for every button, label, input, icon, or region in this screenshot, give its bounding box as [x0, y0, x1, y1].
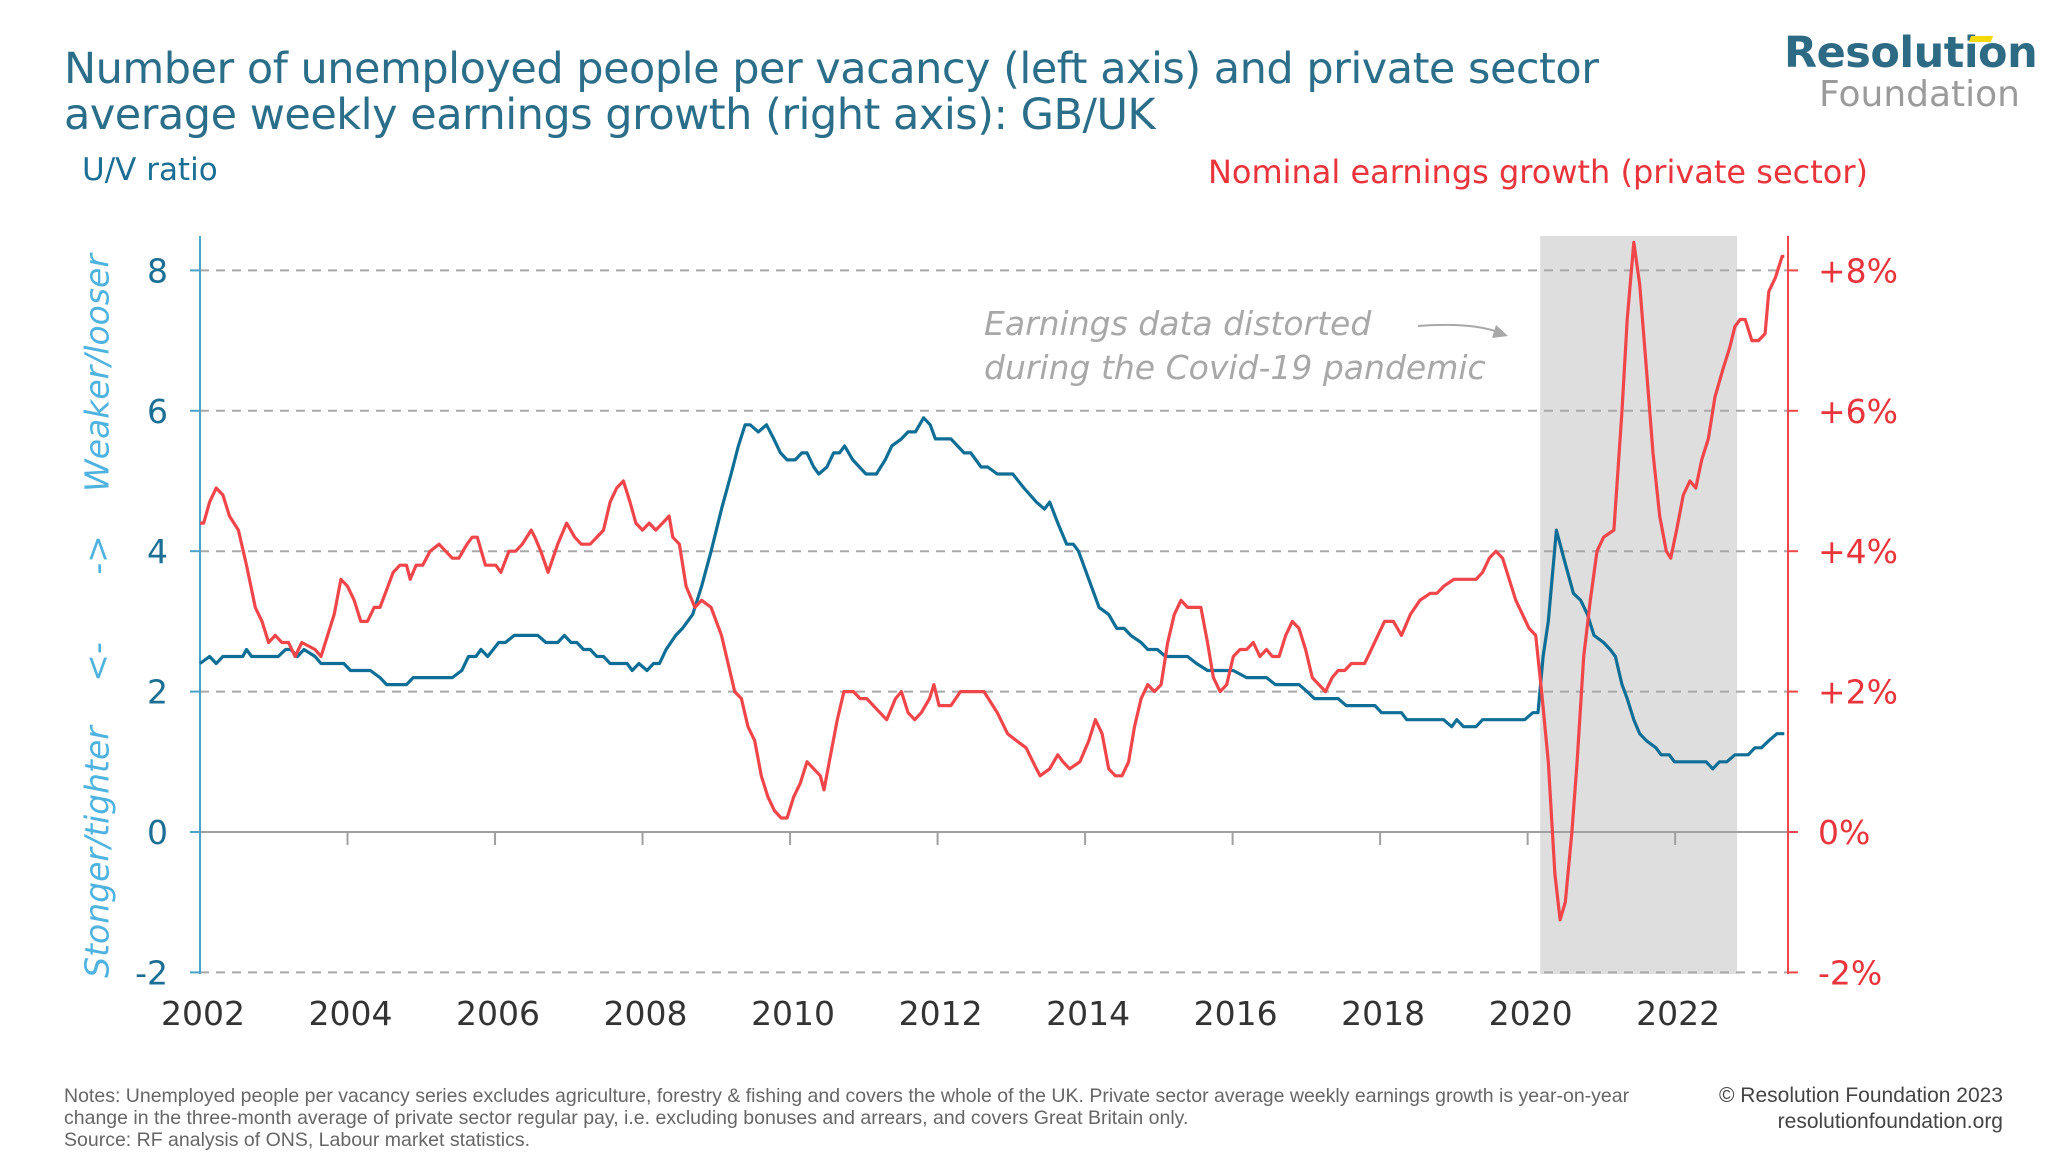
- x-tick-label: 2010: [751, 994, 835, 1033]
- credit: © Resolution Foundation 2023 resolutionf…: [1719, 1083, 2003, 1135]
- x-tick-label: 2022: [1636, 994, 1720, 1033]
- right-tick-label: +4%: [1818, 532, 1898, 571]
- covid-annotation: Earnings data distorted during the Covid…: [984, 302, 1486, 390]
- series-line-uv: [199, 416, 1785, 771]
- left-tick-label: 6: [147, 392, 168, 431]
- x-tick-label: 2002: [161, 994, 245, 1033]
- left-tick-label: 0: [147, 813, 168, 852]
- x-tick-label: 2006: [456, 994, 540, 1033]
- annotation-arrowhead-icon: [1492, 325, 1508, 338]
- x-tick-label: 2012: [899, 994, 983, 1033]
- side-label-down-arrow: <-: [77, 642, 117, 682]
- left-tick-label: 8: [147, 251, 168, 290]
- source-text: Source: RF analysis of ONS, Labour marke…: [64, 1129, 531, 1151]
- x-tick-label: 2016: [1194, 994, 1278, 1033]
- logo-line2: Foundation: [1819, 74, 2020, 115]
- annotation-line2: during the Covid-19 pandemic: [984, 348, 1486, 387]
- x-tick-label: 2014: [1046, 994, 1130, 1033]
- right-tick-label: +6%: [1818, 392, 1898, 431]
- x-tick-label: 2008: [604, 994, 688, 1033]
- right-axis-label: Nominal earnings growth (private sector): [1207, 153, 1868, 191]
- notes: Notes: Unemployed people per vacancy ser…: [64, 1085, 1664, 1151]
- covid-shaded-region: [1540, 236, 1738, 974]
- notes-text: Notes: Unemployed people per vacancy ser…: [64, 1085, 1630, 1129]
- side-label-weaker: Weaker/looser: [77, 254, 117, 492]
- annotation-arrow: [1417, 323, 1499, 333]
- right-tick-label: -2%: [1818, 953, 1882, 992]
- x-tick-label: 2004: [309, 994, 393, 1033]
- left-axis-label: U/V ratio: [82, 152, 218, 188]
- right-tick-label: 0%: [1818, 813, 1870, 852]
- side-label-up-arrow: ->: [77, 535, 117, 575]
- series-line-earnings: [200, 240, 1785, 922]
- left-tick-label: -2: [135, 953, 168, 992]
- copyright: © Resolution Foundation 2023: [1718, 1084, 2003, 1107]
- x-tick-label: 2020: [1489, 994, 1573, 1033]
- website: resolutionfoundation.org: [1777, 1110, 2003, 1133]
- x-tick-label: 2018: [1341, 994, 1425, 1033]
- right-tick-label: +8%: [1818, 251, 1898, 290]
- left-tick-label: 2: [147, 673, 168, 712]
- chart-title: Number of unemployed people per vacancy …: [64, 44, 1599, 140]
- left-tick-label: 4: [147, 532, 168, 571]
- side-label-stronger: Stonger/tighter: [77, 726, 117, 978]
- annotation-line1: Earnings data distorted: [984, 304, 1372, 343]
- resolution-foundation-logo: Resolution Foundation: [1784, 30, 2038, 115]
- right-tick-label: +2%: [1818, 673, 1898, 712]
- logo-line1: Resolution: [1784, 28, 2038, 78]
